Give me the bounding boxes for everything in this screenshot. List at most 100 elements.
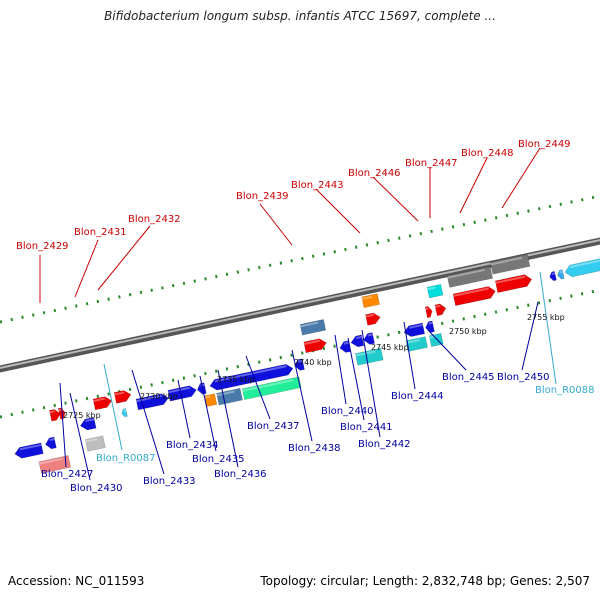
gene-feature[interactable] — [424, 320, 435, 333]
gene-feature[interactable] — [564, 257, 600, 278]
gene-feature[interactable] — [446, 266, 493, 288]
gene-feature-shine — [216, 390, 235, 397]
scale-tick: 2745 kbp — [371, 343, 409, 352]
gene-label[interactable]: Blon_R0087 — [96, 453, 156, 464]
gene-feature-shine — [447, 268, 485, 279]
scale-tick: 2750 kbp — [449, 327, 487, 336]
gene-feature[interactable] — [204, 393, 218, 407]
gene-feature-shine — [123, 409, 127, 412]
gene-feature-shine — [427, 286, 436, 291]
gene-feature[interactable] — [216, 387, 243, 406]
gene-label[interactable]: Blon_2429 — [16, 241, 69, 252]
gene-feature[interactable] — [426, 283, 444, 299]
gene-label[interactable]: Blon_2431 — [74, 227, 127, 238]
gene-label[interactable]: Blon_2450 — [497, 372, 550, 383]
top-gene-labels: Blon_2429 Blon_2431 Blon_2432 Blon_2439 … — [16, 139, 571, 252]
gene-feature-shine — [559, 270, 564, 274]
gene-feature-shine — [405, 338, 421, 344]
gene-feature[interactable] — [121, 408, 128, 418]
rna-connectors — [103, 271, 557, 451]
gene-label[interactable]: Blon_2435 — [192, 454, 245, 465]
scale-tick: 2735 kbp — [217, 375, 255, 384]
gene-feature-shine — [425, 307, 429, 310]
gene-label[interactable]: Blon_2432 — [128, 214, 181, 225]
gene-feature[interactable] — [549, 271, 557, 282]
gene-label[interactable]: Blon_2447 — [405, 158, 458, 169]
gene-label[interactable]: Blon_2448 — [461, 148, 514, 159]
gene-label[interactable]: Blon_2446 — [348, 168, 401, 179]
gene-feature[interactable] — [350, 334, 365, 348]
gene-feature[interactable] — [434, 303, 447, 316]
gene-label[interactable]: Blon_2443 — [291, 180, 344, 191]
gene-feature[interactable] — [241, 376, 302, 400]
gene-feature-shine — [58, 408, 62, 412]
gene-label[interactable]: Blon_2433 — [143, 476, 196, 487]
gene-feature[interactable] — [557, 269, 565, 280]
gene-feature-shine — [490, 256, 523, 266]
gene-feature[interactable] — [363, 332, 375, 346]
gene-feature[interactable] — [365, 312, 381, 326]
gene-feature[interactable] — [424, 306, 433, 319]
gene-label[interactable]: Blon_2437 — [247, 421, 300, 432]
scale-tick: 2740 kbp — [294, 358, 332, 367]
gene-feature[interactable] — [44, 436, 57, 450]
gene-feature[interactable] — [405, 336, 428, 352]
gene-label[interactable]: Blon_2440 — [321, 406, 374, 417]
gene-feature[interactable] — [452, 285, 497, 306]
gene-feature-shine — [168, 386, 190, 394]
gene-feature[interactable] — [49, 408, 61, 422]
gene-feature[interactable] — [209, 375, 234, 392]
gene-feature[interactable] — [230, 363, 294, 387]
gene-label[interactable]: Blon_2442 — [358, 439, 411, 450]
gene-feature-shine — [453, 287, 489, 297]
gene-label[interactable]: Blon_2444 — [391, 391, 444, 402]
gene-feature[interactable] — [14, 442, 44, 460]
accession-text: Accession: NC_011593 — [8, 574, 145, 588]
gene-feature[interactable] — [494, 273, 533, 293]
gene-feature[interactable] — [299, 319, 327, 336]
gene-feature[interactable] — [490, 254, 531, 275]
gene-feature[interactable] — [135, 393, 170, 411]
gene-feature-shine — [303, 339, 321, 345]
lower-guide-line — [0, 288, 600, 419]
gene-label[interactable]: Blon_2445 — [442, 372, 495, 383]
gene-feature-shine — [114, 391, 125, 396]
gene-feature[interactable] — [84, 435, 106, 452]
gene-label[interactable]: Blon_2427 — [41, 469, 94, 480]
top-connectors — [39, 147, 541, 303]
gene-label[interactable]: Blon_2434 — [166, 440, 219, 451]
gene-feature[interactable] — [196, 382, 207, 395]
gene-label[interactable]: Blon_2430 — [70, 483, 123, 494]
gene-label[interactable]: Blon_2449 — [518, 139, 571, 150]
gene-label[interactable]: Blon_R0088 — [535, 385, 595, 396]
gene-label[interactable]: Blon_2436 — [214, 469, 267, 480]
gene-feature[interactable] — [113, 389, 132, 404]
map-title: Bifidobacterium longum subsp. infantis A… — [104, 9, 496, 23]
gene-feature[interactable] — [38, 455, 72, 474]
gene-feature-shine — [49, 410, 55, 414]
gene-feature[interactable] — [92, 395, 113, 411]
gene-label[interactable]: Blon_2438 — [288, 443, 341, 454]
scale-tick: 2755 kbp — [527, 313, 565, 322]
gene-feature-shine — [85, 438, 98, 443]
gene-feature-shine — [428, 321, 433, 325]
gene-feature-shine — [19, 443, 42, 451]
gene-feature[interactable] — [403, 322, 425, 338]
gene-feature[interactable] — [428, 333, 444, 347]
gene-feature-shine — [551, 272, 556, 275]
gene-feature[interactable] — [355, 347, 384, 366]
gene-feature-shine — [300, 321, 319, 328]
scale-ticks: 2725 kbp 2730 kbp 2735 kbp 2740 kbp 2745… — [63, 313, 565, 420]
gene-feature-shine — [365, 313, 374, 318]
gene-label[interactable]: Blon_2441 — [340, 422, 393, 433]
gene-feature[interactable] — [339, 340, 352, 354]
gene-feature-shine — [242, 379, 294, 392]
gene-label[interactable]: Blon_2439 — [236, 191, 289, 202]
gene-feature[interactable] — [79, 417, 97, 431]
feature-track[interactable] — [0, 239, 600, 478]
gene-feature[interactable] — [361, 293, 380, 309]
gene-feature-shine — [495, 275, 526, 284]
gene-feature[interactable] — [303, 337, 328, 354]
gene-feature[interactable] — [167, 385, 198, 402]
